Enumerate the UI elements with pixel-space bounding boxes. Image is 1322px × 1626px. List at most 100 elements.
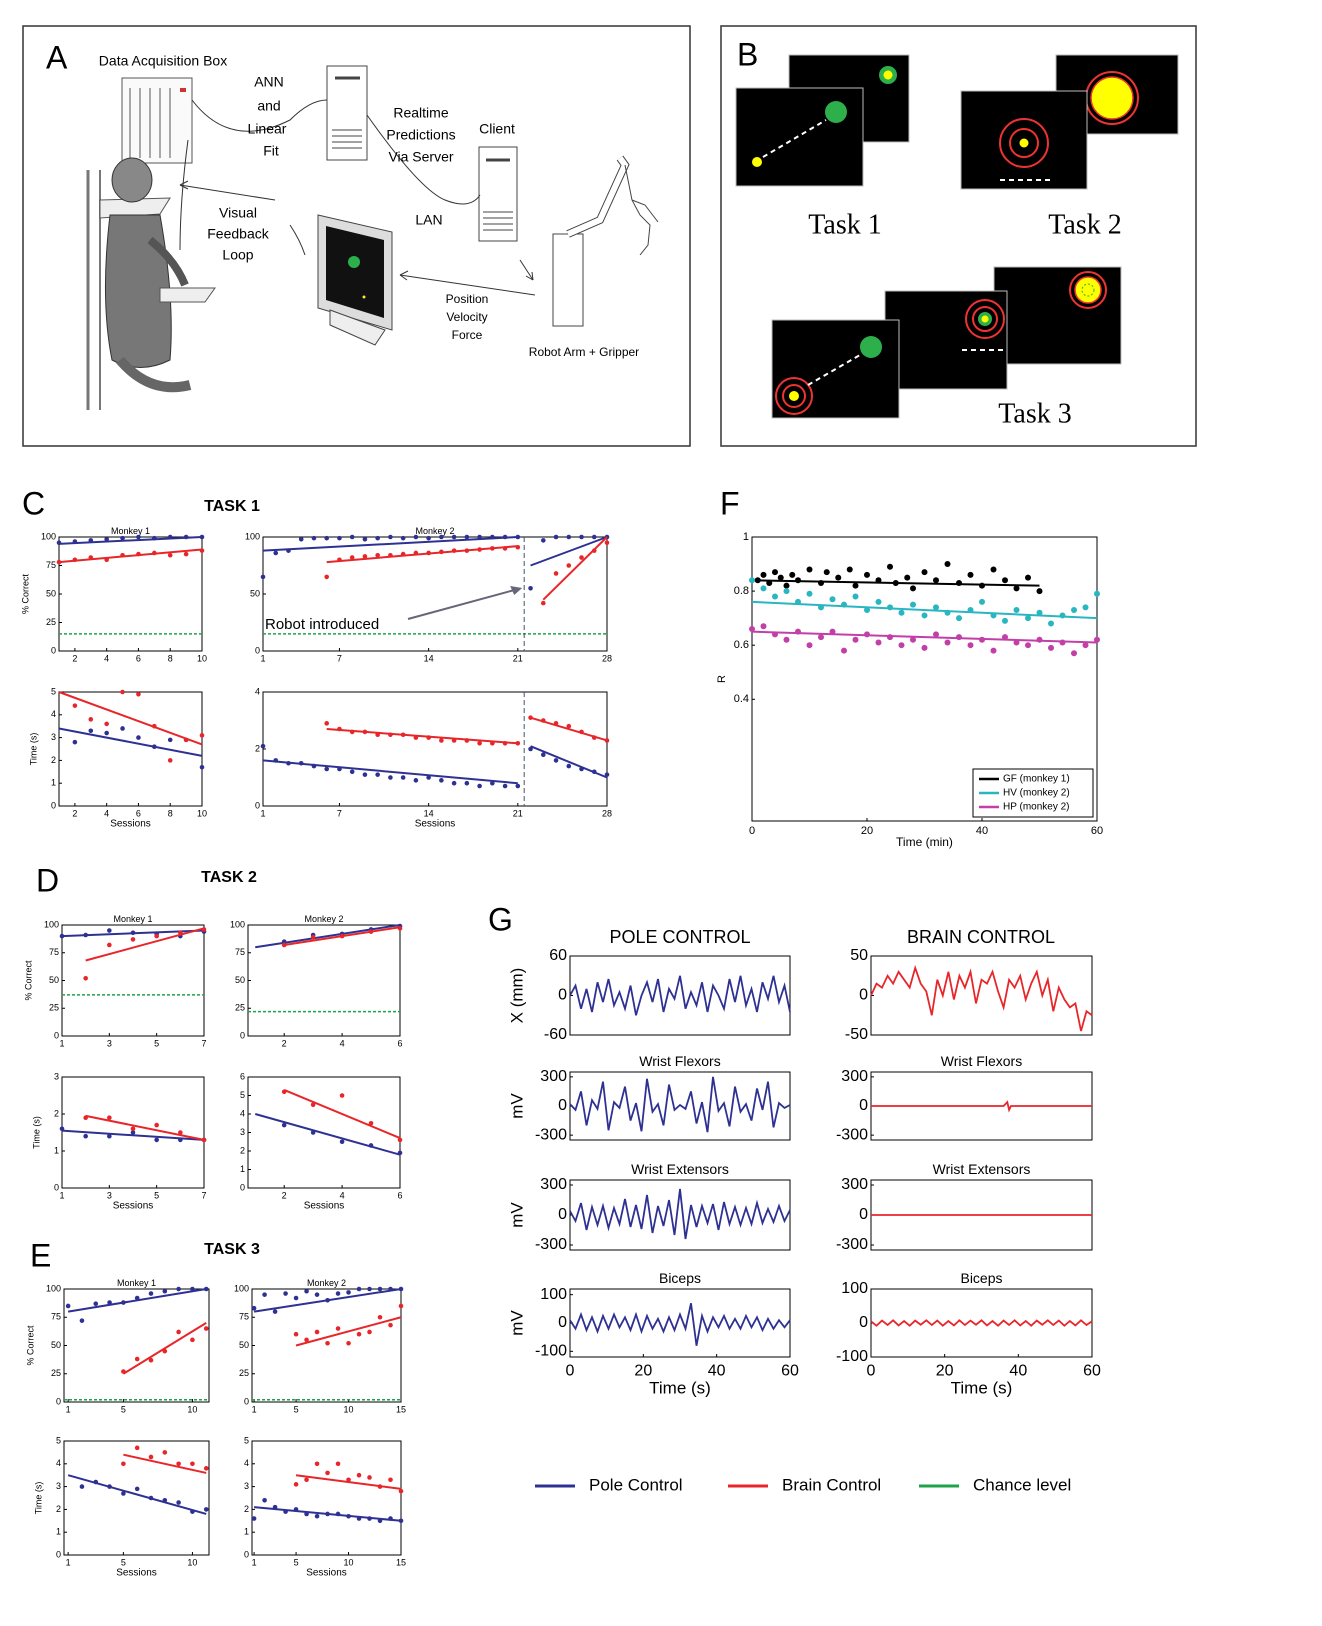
subplot-title: Biceps xyxy=(960,1270,1002,1286)
point xyxy=(167,737,173,743)
point xyxy=(933,631,939,638)
server xyxy=(326,65,368,161)
point xyxy=(377,1286,383,1292)
point xyxy=(777,574,784,581)
point xyxy=(311,763,317,769)
point xyxy=(1071,607,1077,614)
y-tick-label: 3 xyxy=(244,1481,249,1491)
subplot-title: Wrist Extensors xyxy=(933,1161,1031,1177)
fit-line xyxy=(254,1113,401,1156)
subplot-title: Monkey 1 xyxy=(113,914,152,924)
point xyxy=(864,607,870,614)
point xyxy=(335,1461,341,1467)
x-tick-label: 2 xyxy=(282,1190,287,1200)
point xyxy=(400,535,406,541)
point xyxy=(83,975,88,981)
point xyxy=(477,741,482,746)
y-tick-label: 60 xyxy=(549,947,567,964)
point xyxy=(286,548,291,553)
point xyxy=(283,1509,288,1514)
x-tick-label: 5 xyxy=(294,1557,299,1567)
point xyxy=(921,644,928,651)
y-axis-label: Time (s) xyxy=(33,1482,43,1515)
subplot-title: Monkey 1 xyxy=(111,526,150,536)
x-tick-label: 1 xyxy=(59,1038,64,1048)
point xyxy=(426,735,431,740)
y-tick-label: 50 xyxy=(850,947,868,964)
point xyxy=(464,534,470,540)
subplot: 0 25 50 75 100 2 4 6 8 10 Monkey 1 % Correct xyxy=(20,526,207,664)
y-tick-label: 300 xyxy=(841,1176,868,1193)
point xyxy=(346,1340,351,1346)
point xyxy=(990,647,997,654)
point xyxy=(136,534,141,540)
point xyxy=(1002,617,1008,624)
panel-a-frame xyxy=(22,25,691,447)
point xyxy=(134,1486,140,1492)
point xyxy=(806,590,813,597)
point xyxy=(795,598,801,605)
point xyxy=(325,1470,330,1476)
point xyxy=(772,631,778,638)
point xyxy=(967,571,974,578)
point xyxy=(772,569,778,576)
point xyxy=(356,1286,362,1292)
point xyxy=(298,536,304,542)
x-tick-label: 5 xyxy=(121,1557,126,1567)
subplot-title: Biceps xyxy=(659,1270,701,1286)
point xyxy=(451,534,457,540)
point xyxy=(566,563,572,568)
point xyxy=(154,1122,159,1128)
x-tick-label: 21 xyxy=(513,653,523,663)
point xyxy=(528,586,533,591)
point xyxy=(388,732,393,738)
y-axis-label: R xyxy=(716,675,728,683)
point xyxy=(346,1477,351,1483)
fit-line xyxy=(326,545,518,564)
y-tick-label: 25 xyxy=(51,1368,61,1378)
x-tick-label: 5 xyxy=(154,1038,159,1048)
y-tick-label: 6 xyxy=(240,1071,245,1081)
daq-box xyxy=(121,77,193,164)
point xyxy=(864,571,870,578)
subplot: 0 25 50 75 100 1 5 10 Monkey 1 % Correct xyxy=(25,1278,210,1414)
x-tick-label: 40 xyxy=(708,1363,726,1380)
task-label: Task 1 xyxy=(808,209,881,240)
subplot-title: Monkey 2 xyxy=(415,526,454,536)
point xyxy=(324,574,330,580)
point xyxy=(339,1093,345,1098)
y-tick-label: 0 xyxy=(859,1314,868,1331)
point xyxy=(783,588,790,595)
task-label: Task 3 xyxy=(998,398,1071,429)
x-tick-label: 5 xyxy=(294,1404,299,1414)
y-tick-label: -100 xyxy=(836,1348,868,1365)
trace xyxy=(569,1076,791,1133)
point xyxy=(72,703,78,708)
point xyxy=(162,1497,168,1503)
monkey xyxy=(86,157,216,410)
point xyxy=(1036,588,1043,595)
point xyxy=(944,561,951,568)
point xyxy=(107,1133,112,1139)
point xyxy=(310,1130,316,1135)
x-tick-label: 2 xyxy=(282,1038,287,1048)
y-tick-label: 3 xyxy=(240,1127,245,1137)
point xyxy=(967,607,974,614)
point xyxy=(148,1291,154,1296)
y-tick-label: 1 xyxy=(240,1164,245,1174)
point xyxy=(413,550,419,556)
point xyxy=(829,596,836,603)
y-tick-label: 5 xyxy=(56,1435,61,1445)
server-label: Predictions xyxy=(386,127,455,143)
point xyxy=(88,555,94,560)
plot-frame xyxy=(247,924,401,1037)
daq-label: Data Acquisition Box xyxy=(99,53,227,69)
point xyxy=(148,1454,154,1460)
point xyxy=(65,1303,71,1309)
point xyxy=(178,930,183,936)
point xyxy=(400,732,406,738)
x-tick-label: 4 xyxy=(104,808,109,818)
point xyxy=(314,1513,320,1519)
point xyxy=(356,1331,362,1337)
